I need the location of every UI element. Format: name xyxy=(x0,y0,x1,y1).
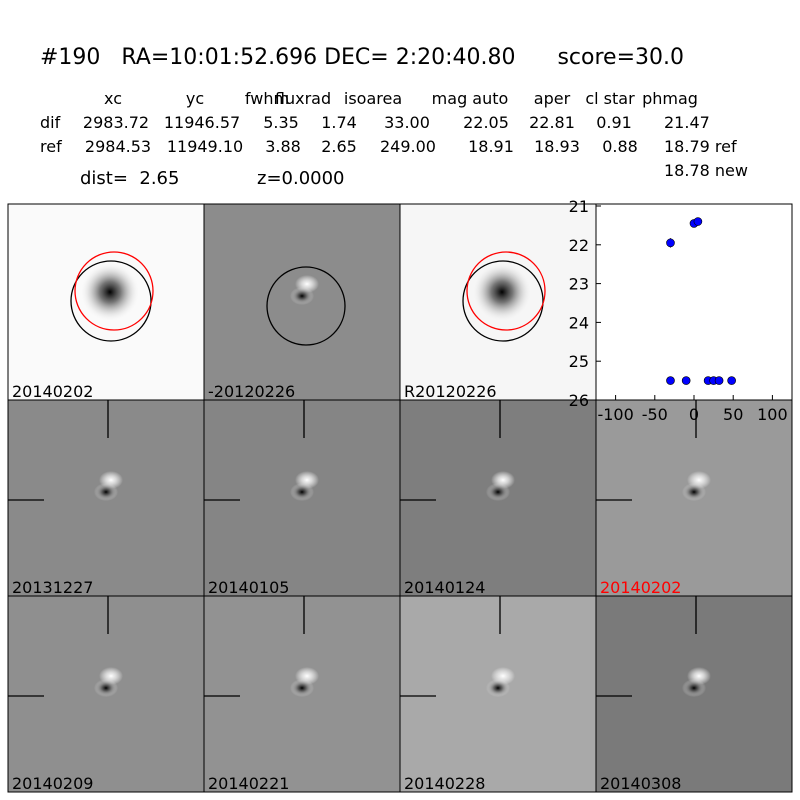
panel-label: 20140209 xyxy=(12,774,93,793)
data-point xyxy=(666,238,675,248)
table-cell: 11949.10 xyxy=(167,137,243,156)
aperture-dif xyxy=(466,251,546,331)
table-cell: 249.00 xyxy=(380,137,436,156)
table-cell: 18.93 xyxy=(534,137,580,156)
column-header: yc xyxy=(186,89,204,108)
table-cell: 5.35 xyxy=(263,113,299,132)
panel-label: R20120226 xyxy=(404,382,497,401)
aperture xyxy=(266,266,346,346)
column-header: aper xyxy=(534,89,571,108)
table-cell: 22.05 xyxy=(463,113,509,132)
data-point xyxy=(714,376,724,385)
column-header: cl star xyxy=(585,89,635,108)
y-tick-label: 21 xyxy=(569,197,589,216)
aperture-dif xyxy=(74,251,154,331)
image-panel: R20120226 xyxy=(399,203,597,401)
image-panel: 20140308 xyxy=(595,595,793,793)
row-label: ref xyxy=(40,137,62,156)
panel-label: 20131227 xyxy=(12,578,93,597)
column-header: fwhm xyxy=(245,89,289,108)
panel-label: -20120226 xyxy=(208,382,295,401)
table-cell: 21.47 xyxy=(664,113,710,132)
panel-label: 20140308 xyxy=(600,774,681,793)
column-header: isoarea xyxy=(344,89,402,108)
table-cell: 0.88 xyxy=(602,137,638,156)
table-cell: 1.74 xyxy=(321,113,357,132)
y-tick-label: 24 xyxy=(569,313,589,332)
dipole-negative xyxy=(290,483,314,501)
title: #190 RA=10:01:52.696 DEC= 2:20:40.80 sco… xyxy=(40,45,684,70)
x-tick-label: 100 xyxy=(757,405,788,424)
column-header: xc xyxy=(104,89,122,108)
image-panel: 20140221 xyxy=(203,595,401,793)
x-tick-label: 0 xyxy=(689,405,699,424)
x-tick-label: -50 xyxy=(642,405,668,424)
table-cell: 2983.72 xyxy=(83,113,149,132)
y-tick-label: 25 xyxy=(569,352,589,371)
dipole-negative xyxy=(682,679,706,697)
aperture-ref xyxy=(70,260,152,342)
image-panel: 20140209 xyxy=(7,595,205,793)
x-tick-label: -100 xyxy=(597,405,633,424)
column-header: mag auto xyxy=(432,89,509,108)
image-panel: 20140202 xyxy=(7,203,205,401)
source-blob xyxy=(80,262,140,322)
data-point xyxy=(681,376,691,385)
table-cell: 33.00 xyxy=(384,113,430,132)
table-cell: 22.81 xyxy=(529,113,575,132)
data-point xyxy=(693,217,703,226)
image-panel: 20140124 xyxy=(399,399,597,597)
dipole-negative xyxy=(682,483,706,501)
image-panel: 20140202 xyxy=(595,399,793,597)
dipole-negative xyxy=(94,679,118,697)
plot-area xyxy=(595,203,793,401)
panel-label: 20140124 xyxy=(404,578,485,597)
dipole-negative xyxy=(486,679,510,697)
table-cell: 11946.57 xyxy=(164,113,240,132)
table-cell: 18.79 ref xyxy=(664,137,737,156)
dist: dist= 2.65 xyxy=(80,168,179,189)
panel-label: 20140105 xyxy=(208,578,289,597)
image-panel: -20120226 xyxy=(203,203,401,401)
y-tick-label: 23 xyxy=(569,275,589,294)
table-cell: 2984.53 xyxy=(85,137,151,156)
y-tick-label: 22 xyxy=(569,236,589,255)
panel-label: 20140228 xyxy=(404,774,485,793)
panel-label: 20140221 xyxy=(208,774,289,793)
dipole-negative xyxy=(486,483,510,501)
dipole-negative xyxy=(290,287,314,305)
column-header: phmag xyxy=(642,89,698,108)
phmag-new: 18.78 new xyxy=(664,161,748,180)
aperture-ref xyxy=(462,260,544,342)
panel-label: 20140202 xyxy=(600,578,681,597)
panel-label: 20140202 xyxy=(12,382,93,401)
dipole-negative xyxy=(94,483,118,501)
source-blob xyxy=(472,262,532,322)
image-panel: 20140228 xyxy=(399,595,597,793)
table-cell: 2.65 xyxy=(321,137,357,156)
table-cell: 3.88 xyxy=(265,137,301,156)
image-panel: 20140105 xyxy=(203,399,401,597)
dipole-negative xyxy=(290,679,314,697)
row-label: dif xyxy=(40,113,61,132)
table-cell: 18.91 xyxy=(468,137,514,156)
image-panel: 20131227 xyxy=(7,399,205,597)
redshift: z=0.0000 xyxy=(257,168,345,189)
data-point xyxy=(666,376,675,385)
y-tick-label: 26 xyxy=(569,391,589,410)
x-tick-label: 50 xyxy=(723,405,743,424)
table-cell: 0.91 xyxy=(596,113,632,132)
data-point xyxy=(727,376,736,385)
column-header: fluxrad xyxy=(275,89,331,108)
